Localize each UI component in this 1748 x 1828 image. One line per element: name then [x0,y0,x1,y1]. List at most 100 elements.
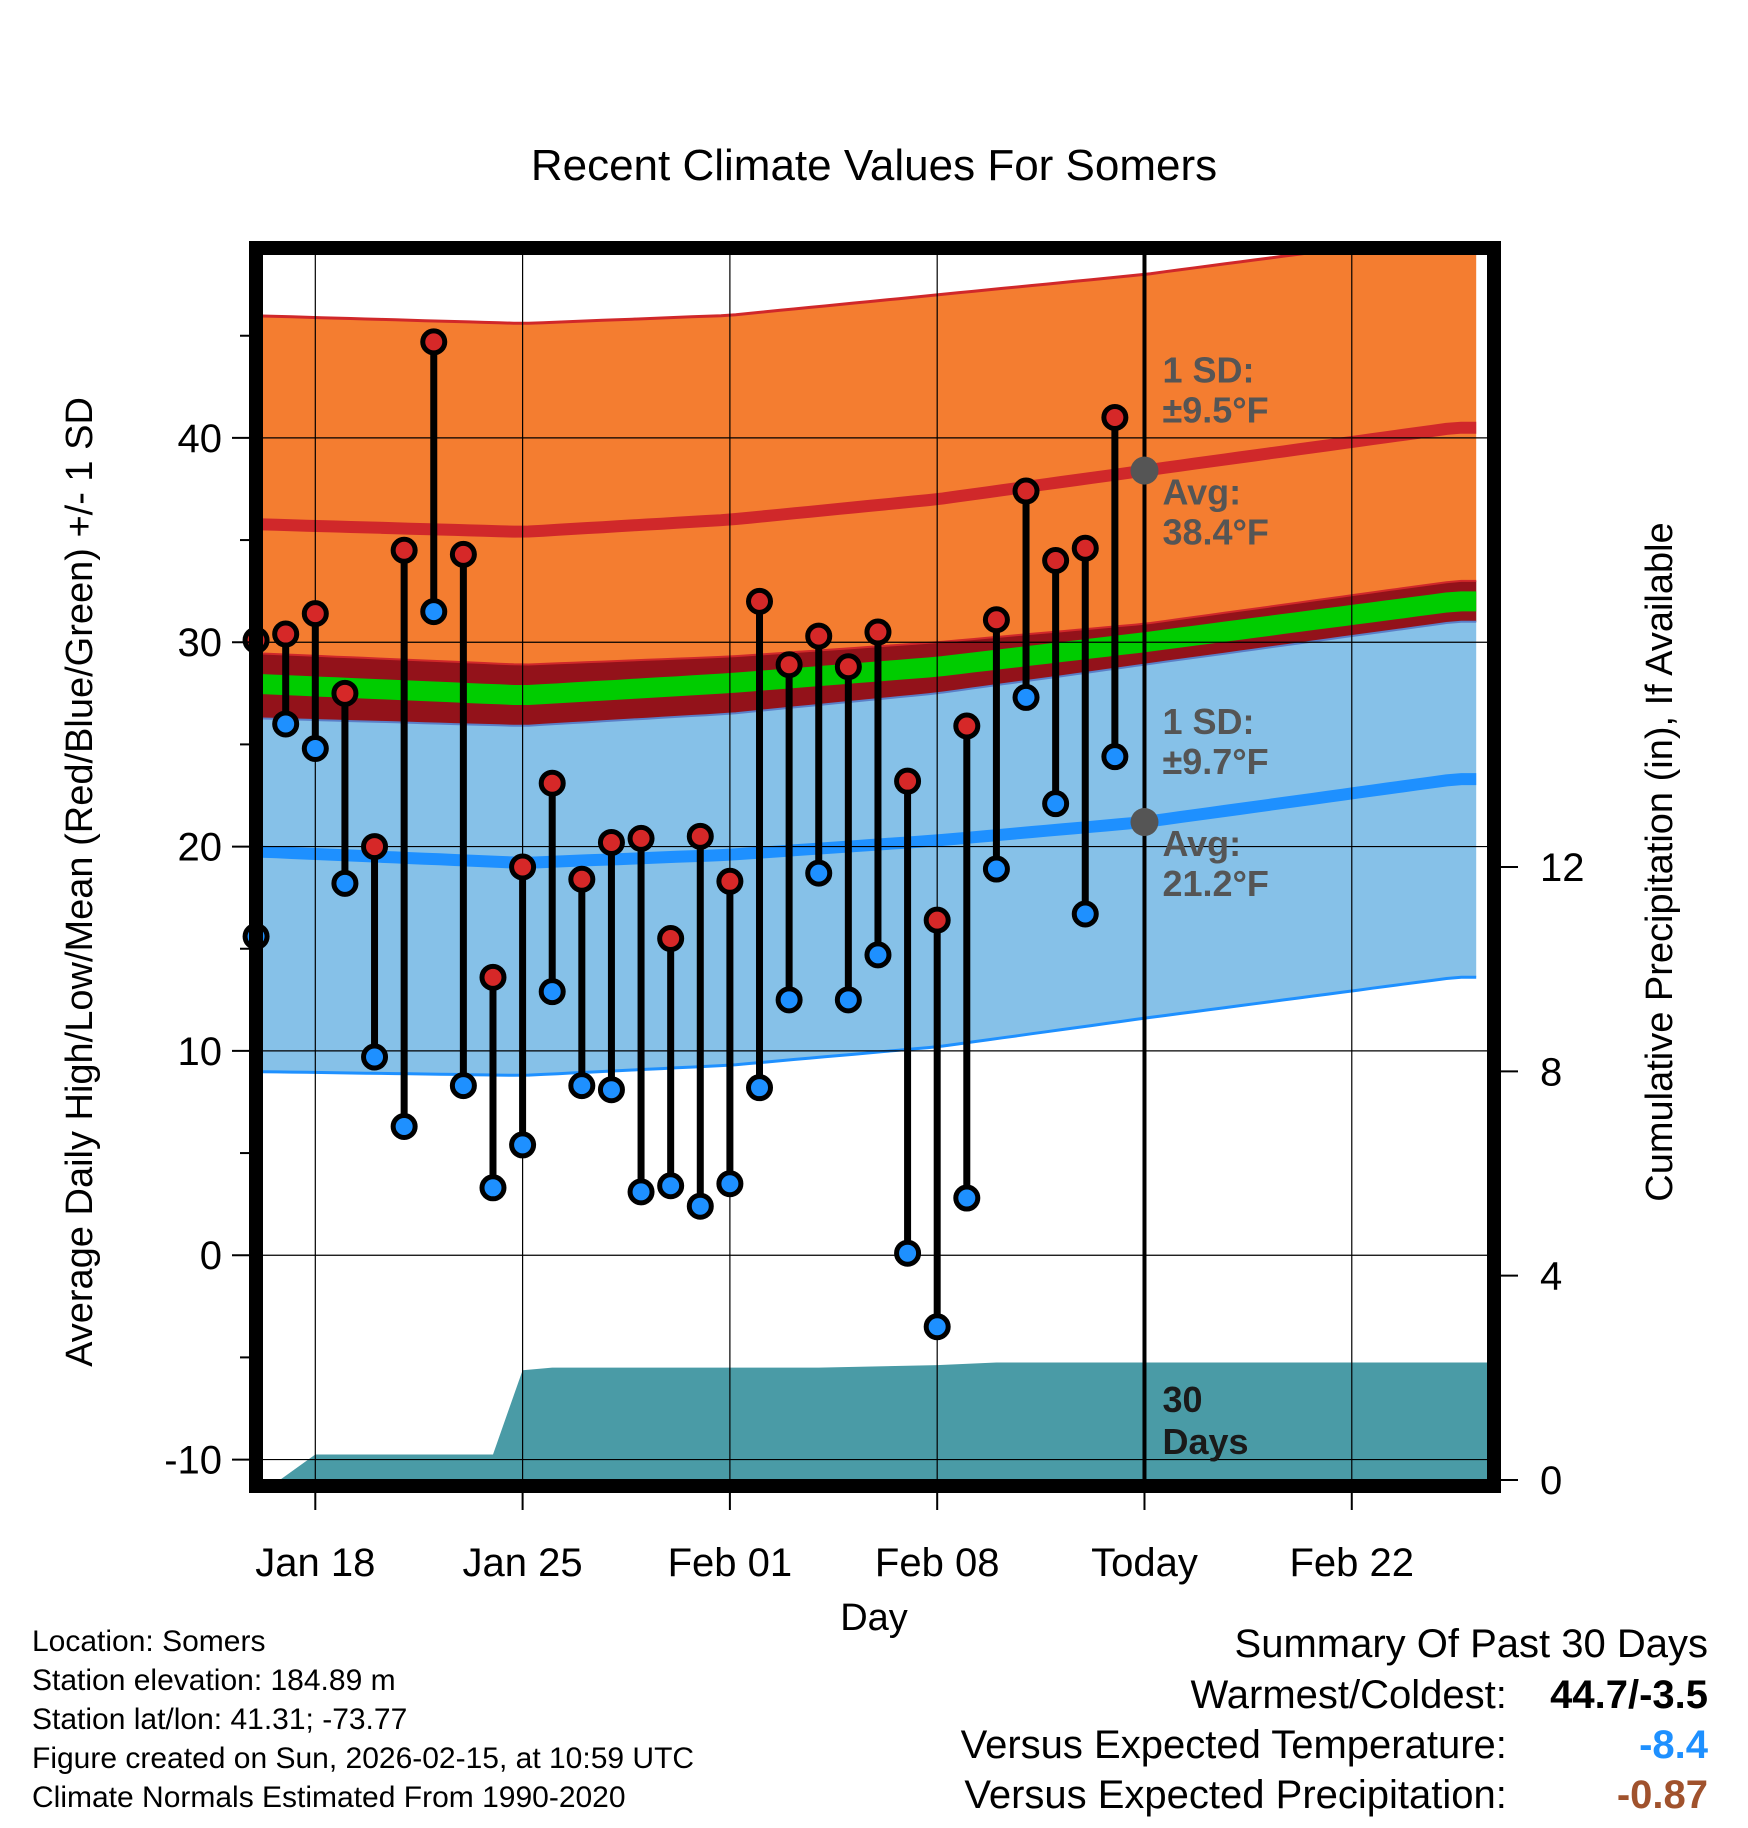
precip-anomaly-row: Versus Expected Precipitation: -0.87 [961,1770,1708,1820]
low-temp-point [568,1072,596,1100]
summary-panel: Summary Of Past 30 Days Warmest/Coldest:… [961,1618,1708,1820]
low-temp-point [538,978,566,1006]
low-temp-point [420,598,448,626]
low-temp-point [923,1313,951,1341]
low-normal-marker [1130,808,1159,837]
high-temp-point [1042,547,1070,574]
y-tick-label: 40 [178,417,223,461]
chart-title: Recent Climate Values For Somers [531,141,1217,190]
high-average-line [262,421,1477,538]
high-upper-edge [262,254,1312,325]
low-temp-point [953,1184,981,1212]
low-temp-point [1071,900,1099,928]
low-temp-point [716,1170,744,1198]
station-info: Location: Somers Station elevation: 184.… [32,1622,694,1817]
low-temp-point [1101,743,1129,771]
x-tick-label: Jan 18 [255,1541,375,1585]
high-temp-point [331,679,359,707]
precip-area [279,1362,1488,1480]
low-temp-point [805,859,833,887]
low-temp-point [686,1192,714,1220]
high-temp-point [775,651,803,679]
y-tick-label: 30 [178,621,223,665]
temp-anomaly-label: Versus Expected Temperature: [960,1723,1507,1767]
high-avg-value: 38.4°F [1162,512,1268,553]
low-temp-point [597,1076,625,1104]
precip-anomaly-value: -0.87 [1616,1773,1708,1817]
low-temp-point [390,1113,418,1141]
low-temp-point [746,1074,774,1102]
high-temp-point [627,824,655,852]
x-tick-label: Feb 01 [668,1541,793,1585]
high-temp-point [1071,534,1099,562]
low-temp-point [301,734,329,762]
precip-anomaly-label: Versus Expected Precipitation: [964,1773,1507,1817]
location-text: Location: Somers [32,1625,266,1658]
high-temp-point [390,536,418,564]
temp-anomaly-value: -8.4 [1639,1723,1708,1767]
high-temp-point [746,587,774,615]
high-temp-point [449,540,477,568]
high-avg-label: Avg: [1162,472,1241,513]
high-temp-point [864,618,892,646]
high-temp-point [953,712,981,740]
low-temp-point [894,1239,922,1267]
x-axis-label: Day [840,1597,908,1639]
low-temp-point [449,1072,477,1100]
low-temp-point [361,1043,389,1071]
x-tick-label: Feb 08 [875,1541,1000,1585]
y-tick-label: -10 [164,1439,222,1483]
plot-frame [249,241,1501,1493]
high-temp-point [597,828,625,856]
high-temp-point [272,620,300,648]
high-temp-point [479,963,507,991]
low-temp-point [272,710,300,738]
low-temp-point [1042,790,1070,818]
elevation-text: Station elevation: 184.89 m [32,1664,396,1697]
low-avg-label: Avg: [1162,823,1241,864]
high-temp-point [538,769,566,797]
low-temp-point [834,986,862,1014]
low-temp-point [982,855,1010,883]
y-tick-label: 20 [178,826,223,870]
warmest-coldest-value: 44.7/-3.5 [1550,1673,1708,1717]
high-temp-point [805,622,833,650]
warmest-coldest-row: Warmest/Coldest: 44.7/-3.5 [961,1670,1709,1720]
low-temp-point [627,1178,655,1206]
low-temp-point [331,869,359,897]
high-temp-point [568,865,596,893]
summary-heading: Summary Of Past 30 Days [1234,1622,1708,1666]
high-temp-point [301,600,329,628]
low-temp-point [775,986,803,1014]
high-temp-point [982,606,1010,634]
high-temp-point [716,867,744,895]
created-text: Figure created on Sun, 2026-02-15, at 10… [32,1742,695,1775]
low-temp-point [479,1174,507,1202]
y2-tick-label: 4 [1540,1255,1562,1299]
high-temp-point [923,906,951,934]
high-normal-marker [1130,456,1159,485]
y2-axis-label: Cumulative Precipitation (in), If Availa… [1639,522,1681,1201]
x-tick-label: Jan 25 [463,1541,583,1585]
low-temp-point [864,941,892,969]
y-tick-label: 10 [178,1030,223,1074]
low-avg-value: 21.2°F [1162,863,1268,904]
low-temp-point [657,1172,685,1200]
high-temp-point [1012,477,1040,505]
high-normal-band [262,254,1477,726]
high-temp-point [834,653,862,681]
warmest-coldest-label: Warmest/Coldest: [1190,1673,1507,1717]
y2-tick-label: 0 [1540,1459,1562,1503]
high-temp-point [657,925,685,953]
normals-text: Climate Normals Estimated From 1990-2020 [32,1781,626,1814]
high-temp-point [361,833,389,861]
high-temp-point [420,328,448,356]
latlon-text: Station lat/lon: 41.31; -73.77 [32,1703,408,1736]
high-sd-label: 1 SD: [1162,350,1254,391]
days-count-number: 30 [1162,1379,1202,1420]
days-count-word: Days [1162,1421,1248,1462]
x-tick-label: Today [1091,1541,1198,1585]
y-tick-label: 0 [200,1234,222,1278]
temp-anomaly-row: Versus Expected Temperature: -8.4 [961,1720,1708,1770]
